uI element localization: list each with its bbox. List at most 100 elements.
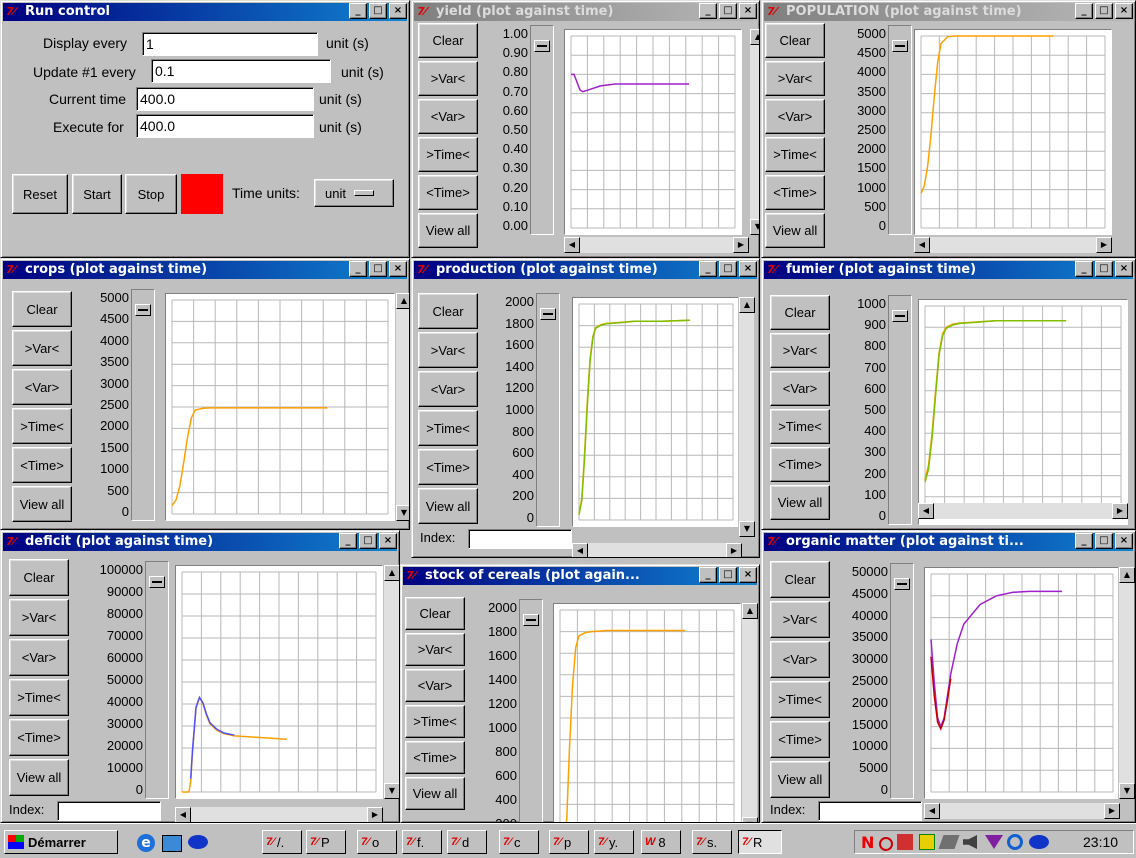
scroll-right-icon[interactable]: ▶: [1096, 237, 1112, 253]
fumier-var-zoom-in-button[interactable]: >Var<: [770, 333, 830, 368]
crops-var-zoom-out-button[interactable]: <Var>: [12, 369, 72, 405]
slider-thumb[interactable]: [892, 40, 908, 52]
yield-horizontal-scrollbar[interactable]: ◀ ▶: [564, 237, 749, 253]
volume-icon[interactable]: [963, 835, 977, 849]
yield-scale-slider[interactable]: [530, 25, 554, 235]
population-horizontal-scrollbar[interactable]: ◀ ▶: [914, 237, 1112, 253]
scroll-right-icon[interactable]: ▶: [733, 237, 749, 253]
close-button[interactable]: ×: [389, 261, 407, 277]
taskbar-window-button[interactable]: 7⁄ f.: [402, 830, 442, 854]
minimize-button[interactable]: _: [349, 3, 367, 19]
organic-titlebar[interactable]: 7⁄ organic matter (plot against ti...: [764, 533, 1133, 551]
scroll-down-icon[interactable]: ▼: [384, 783, 399, 799]
current-time-input[interactable]: 400.0: [136, 87, 314, 111]
organic-time-zoom-in-button[interactable]: >Time<: [770, 681, 830, 718]
deficit-titlebar[interactable]: 7⁄ deficit (plot against time): [3, 533, 397, 551]
close-button[interactable]: ×: [1115, 533, 1133, 549]
deficit-index-input[interactable]: [57, 801, 161, 821]
stock-view-all-button[interactable]: View all: [405, 777, 465, 810]
execute-for-input[interactable]: 400.0: [136, 114, 314, 138]
stock-var-zoom-in-button[interactable]: >Var<: [405, 633, 465, 666]
update-every-input[interactable]: 0.1: [151, 59, 331, 83]
taskbar-window-button[interactable]: 7⁄ c: [499, 830, 539, 854]
close-button[interactable]: ×: [739, 3, 757, 19]
scroll-left-icon[interactable]: ◀: [564, 237, 580, 253]
display-every-input[interactable]: 1: [142, 32, 318, 56]
organic-time-zoom-out-button[interactable]: <Time>: [770, 721, 830, 758]
production-time-zoom-out-button[interactable]: <Time>: [418, 449, 478, 485]
slider-thumb[interactable]: [534, 40, 550, 52]
maximize-button[interactable]: □: [359, 533, 377, 549]
yield-var-zoom-out-button[interactable]: <Var>: [418, 99, 478, 134]
close-button[interactable]: ×: [1115, 3, 1133, 19]
slider-thumb[interactable]: [149, 576, 165, 588]
slider-thumb[interactable]: [523, 614, 539, 626]
start-menu-button[interactable]: Démarrer: [4, 830, 118, 854]
population-view-all-button[interactable]: View all: [765, 213, 825, 248]
organic-var-zoom-in-button[interactable]: >Var<: [770, 601, 830, 638]
crops-titlebar[interactable]: 7⁄ crops (plot against time): [3, 261, 407, 279]
organic-view-all-button[interactable]: View all: [770, 761, 830, 798]
production-time-zoom-in-button[interactable]: >Time<: [418, 410, 478, 446]
yield-time-zoom-in-button[interactable]: >Time<: [418, 137, 478, 172]
stock-clear-button[interactable]: Clear: [405, 597, 465, 630]
crops-clear-button[interactable]: Clear: [12, 291, 72, 327]
minimize-button[interactable]: _: [699, 261, 717, 277]
scroll-up-icon[interactable]: ▲: [742, 603, 758, 619]
deficit-horizontal-scrollbar[interactable]: ◀ ▶: [175, 807, 383, 822]
close-button[interactable]: ×: [1115, 261, 1133, 277]
scroll-down-icon[interactable]: ▼: [739, 521, 755, 537]
organic-scale-slider[interactable]: [890, 563, 914, 799]
crops-time-zoom-out-button[interactable]: <Time>: [12, 447, 72, 483]
production-view-all-button[interactable]: View all: [418, 488, 478, 524]
slider-thumb[interactable]: [540, 308, 556, 320]
minimize-button[interactable]: _: [699, 3, 717, 19]
population-titlebar[interactable]: 7⁄ POPULATION (plot against time): [764, 3, 1133, 21]
norton-icon[interactable]: N: [861, 833, 875, 852]
yield-view-all-button[interactable]: View all: [418, 213, 478, 248]
maximize-button[interactable]: □: [369, 3, 387, 19]
run-control-titlebar[interactable]: 7⁄ Run control: [3, 3, 407, 21]
scroll-left-icon[interactable]: ◀: [175, 807, 191, 822]
stock-scale-slider[interactable]: [519, 599, 543, 822]
tray-app-icon-3[interactable]: [919, 834, 935, 850]
minimize-button[interactable]: _: [349, 261, 367, 277]
close-button[interactable]: ×: [389, 3, 407, 19]
maximize-button[interactable]: □: [719, 261, 737, 277]
scroll-down-icon[interactable]: ▼: [750, 219, 759, 235]
production-var-zoom-in-button[interactable]: >Var<: [418, 332, 478, 368]
scroll-up-icon[interactable]: ▲: [739, 297, 755, 313]
taskbar-window-button[interactable]: 7⁄ y.: [594, 830, 634, 854]
slider-thumb[interactable]: [892, 310, 908, 322]
scroll-down-icon[interactable]: ▼: [1119, 783, 1135, 799]
maximize-button[interactable]: □: [1095, 3, 1113, 19]
population-time-zoom-in-button[interactable]: >Time<: [765, 137, 825, 172]
taskbar-window-button[interactable]: 7⁄ R: [738, 830, 782, 854]
taskbar-window-button[interactable]: 7⁄/.: [262, 830, 302, 854]
minimize-button[interactable]: _: [699, 567, 717, 583]
organic-vertical-scrollbar[interactable]: ▲ ▼: [1118, 567, 1135, 799]
fumier-view-all-button[interactable]: View all: [770, 485, 830, 520]
fumier-horizontal-scrollbar[interactable]: ◀ ▶: [918, 503, 1128, 519]
quicklaunch-desktop-icon[interactable]: [162, 835, 182, 852]
deficit-time-zoom-out-button[interactable]: <Time>: [9, 719, 69, 756]
production-clear-button[interactable]: Clear: [418, 293, 478, 329]
organic-index-input[interactable]: [818, 801, 922, 821]
yield-vertical-scrollbar[interactable]: ▲▼: [749, 29, 759, 235]
scroll-up-icon[interactable]: ▲: [384, 565, 399, 581]
scroll-down-icon[interactable]: ▼: [742, 817, 758, 822]
taskbar-window-button[interactable]: 7⁄ o: [357, 830, 397, 854]
tray-app-icon-5[interactable]: [985, 835, 1003, 849]
scroll-down-icon[interactable]: ▼: [396, 505, 409, 521]
production-scale-slider[interactable]: [536, 293, 560, 527]
crops-time-zoom-in-button[interactable]: >Time<: [12, 408, 72, 444]
scroll-left-icon[interactable]: ◀: [572, 543, 588, 557]
maximize-button[interactable]: □: [1095, 533, 1113, 549]
production-vertical-scrollbar[interactable]: ▲ ▼: [738, 297, 755, 537]
scroll-left-icon[interactable]: ◀: [914, 237, 930, 253]
scroll-right-icon[interactable]: ▶: [1104, 803, 1120, 819]
reset-button[interactable]: Reset: [12, 174, 68, 214]
population-var-zoom-in-button[interactable]: >Var<: [765, 61, 825, 96]
population-var-zoom-out-button[interactable]: <Var>: [765, 99, 825, 134]
taskbar-window-button[interactable]: 7⁄ d: [447, 830, 487, 854]
